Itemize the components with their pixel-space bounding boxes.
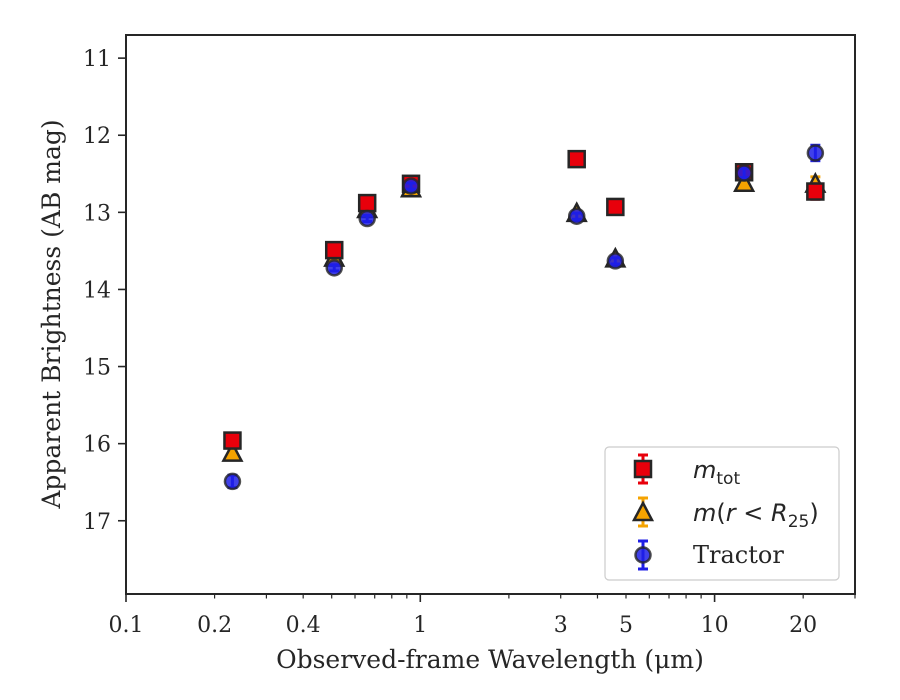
- circle-marker: [806, 144, 825, 162]
- y-tick-label: 11: [83, 47, 111, 72]
- legend-mr25-label: m(r < R25): [693, 499, 819, 532]
- y-tick-label: 14: [83, 278, 111, 303]
- x-tick-label: 10: [701, 613, 729, 638]
- y-axis-label: Apparent Brightness (AB mag): [37, 119, 66, 509]
- y-tick-label: 17: [83, 510, 111, 535]
- square-marker: [324, 240, 344, 260]
- legend-mtot-marker: [633, 459, 653, 479]
- legend-mtot-label: mtot: [693, 456, 740, 489]
- x-tick-label: 20: [789, 613, 817, 638]
- circle-marker: [358, 209, 376, 228]
- y-tick-label: 13: [83, 201, 111, 226]
- circle-marker: [567, 207, 586, 225]
- x-tick-label: 0.1: [109, 613, 144, 638]
- circle-marker: [735, 164, 753, 182]
- square-marker: [357, 193, 377, 213]
- y-tick-label: 12: [83, 124, 111, 149]
- legend-entry-tractor: Tractor: [634, 539, 784, 571]
- circle-marker: [402, 177, 420, 195]
- legend: mtot m(r < R25) Tractor: [604, 446, 840, 581]
- x-axis-label: Observed-frame Wavelength (μm): [276, 645, 704, 674]
- legend-entry-mr25: m(r < R25): [631, 496, 819, 532]
- x-tick-label: 0.4: [286, 613, 321, 638]
- y-tick-label: 15: [83, 356, 111, 381]
- legend-tractor-label: Tractor: [693, 541, 784, 569]
- legend-entry-mtot: mtot: [633, 453, 740, 489]
- x-tick-label: 3: [554, 613, 568, 638]
- circle-marker: [606, 252, 625, 270]
- x-tick-label: 5: [619, 613, 633, 638]
- square-marker: [223, 431, 242, 450]
- circle-marker: [325, 259, 343, 277]
- square-marker: [806, 182, 825, 201]
- x-tick-label: 0.2: [197, 613, 232, 638]
- legend-mr25-marker: [631, 500, 655, 522]
- y-tick-label: 16: [83, 433, 111, 458]
- series-2: [223, 143, 825, 491]
- triangle-marker: [221, 441, 244, 462]
- plot-frame: [125, 34, 856, 595]
- triangle-marker: [733, 171, 756, 193]
- data-marks: [221, 143, 827, 491]
- legend-box: [604, 446, 840, 581]
- square-marker: [567, 149, 586, 169]
- x-tick-label: 1: [413, 613, 427, 638]
- legend-tractor-marker: [634, 546, 652, 564]
- square-marker: [606, 197, 625, 217]
- circle-marker: [223, 472, 242, 491]
